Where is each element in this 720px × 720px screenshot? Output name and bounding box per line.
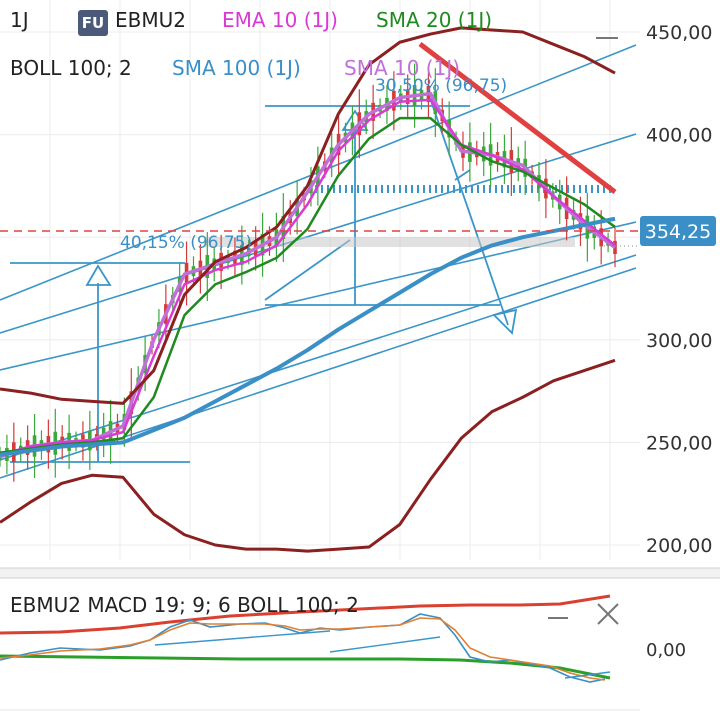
red-downtrend-line	[418, 42, 617, 194]
macd-zero-label: 0,00	[646, 640, 686, 661]
measure-label-lower: 40,15% (96,75)	[120, 233, 252, 253]
support-zone	[205, 237, 575, 247]
price-tick-label: 450,00	[646, 22, 712, 44]
panel-separator[interactable]	[0, 568, 720, 578]
boll-lower-line	[0, 358, 616, 553]
macd-line	[0, 613, 606, 683]
price-tick-label: 250,00	[646, 432, 712, 454]
sma100-line	[0, 216, 616, 457]
boll-upper-line	[0, 26, 616, 405]
measure-label-upper: 30,50% (96,75)	[375, 76, 507, 96]
macd-trendline-2	[329, 636, 441, 653]
projection-arrow	[264, 97, 518, 335]
sma10-legend[interactable]: SMA 10 (1J)	[344, 56, 461, 80]
macd-trendline-3	[564, 671, 611, 679]
price-axis: 450,00 400,00 300,00 250,00 200,00	[646, 22, 712, 557]
price-tick-label: 400,00	[646, 125, 712, 147]
boll-legend[interactable]: BOLL 100; 2	[10, 56, 132, 80]
ema-legend[interactable]: EMA 10 (1J)	[222, 8, 338, 32]
macd-boll-upper-line	[0, 594, 611, 635]
symbol-badge: FU	[78, 10, 108, 36]
indicator-series	[0, 26, 617, 553]
macd-signal-line	[0, 617, 606, 681]
sma20-legend[interactable]: SMA 20 (1J)	[376, 8, 493, 32]
price-tick-label: 200,00	[646, 535, 712, 557]
measure-tool-left	[10, 262, 190, 463]
ema10-line	[0, 98, 616, 456]
close-macd-icon[interactable]	[597, 603, 619, 625]
price-tick-label: 300,00	[646, 330, 712, 352]
sma20-line	[0, 116, 616, 454]
macd-boll-lower-line	[0, 654, 611, 680]
timeframe-label[interactable]: 1J	[10, 8, 29, 32]
macd-trendline-1	[154, 630, 331, 646]
candlesticks	[0, 63, 617, 482]
macd-panel: 0,00 EBMU2 MACD 19; 9; 6 BOLL 100; 2	[0, 593, 686, 711]
symbol-label[interactable]: EBMU2	[115, 8, 186, 32]
current-price-label: 354,25	[645, 221, 711, 243]
sma100-legend[interactable]: SMA 100 (1J)	[172, 56, 301, 80]
macd-panel-title: EBMU2 MACD 19; 9; 6 BOLL 100; 2	[10, 593, 359, 617]
sma10-line	[0, 91, 617, 459]
current-price-tag	[640, 216, 716, 246]
